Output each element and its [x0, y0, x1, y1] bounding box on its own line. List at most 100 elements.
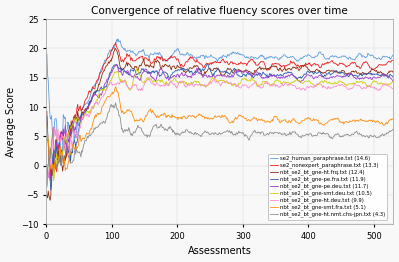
nbt_se2_bt_gne-ht.deu.txt (9.9)	[309, 85, 314, 89]
Title: Convergence of relative fluency scores over time: Convergence of relative fluency scores o…	[91, 6, 348, 15]
nbt_se2_bt_gne-ht.deu.txt (9.9)	[116, 82, 121, 85]
X-axis label: Assessments: Assessments	[188, 247, 252, 256]
nbt_se2_bt_gne-smt.deu.txt (10.5)	[196, 81, 201, 84]
nbt_se2_bt_gne-pe.deu.txt (11.7)	[107, 76, 112, 79]
Line: se2_human_paraphrase.txt (14.6): se2_human_paraphrase.txt (14.6)	[47, 39, 393, 153]
se2_human_paraphrase.txt (14.6)	[267, 55, 271, 58]
se2_human_paraphrase.txt (14.6)	[375, 58, 379, 61]
nbt_se2_bt_gne-smt.deu.txt (10.5)	[391, 79, 396, 83]
nbt_se2_bt_gne-smt.fra.txt (5.1)	[267, 121, 271, 124]
se2_nonexpert_paraphrase.txt (13.3)	[375, 66, 379, 69]
nbt_se2_bt_gne-pe.deu.txt (11.7)	[391, 80, 396, 84]
Line: nbt_se2_bt_gne-smt.deu.txt (10.5): nbt_se2_bt_gne-smt.deu.txt (10.5)	[47, 68, 393, 181]
nbt_se2_bt_gne-ht.deu.txt (9.9)	[106, 83, 111, 86]
nbt_se2_bt_gne-ht.deu.txt (9.9)	[45, 186, 49, 189]
se2_nonexpert_paraphrase.txt (13.3)	[48, 179, 53, 182]
nbt_se2_bt_gne-pe.fra.txt (11.9)	[310, 71, 314, 74]
nbt_se2_bt_gne-smt.fra.txt (5.1)	[52, 170, 57, 173]
nbt_se2_bt_gne-ht.nmt.chs-jpn.txt (4.3)	[391, 127, 396, 130]
nbt_se2_bt_gne-ht.frq.txt (12.4)	[375, 70, 379, 73]
nbt_se2_bt_gne-pe.fra.txt (11.9)	[375, 72, 379, 75]
nbt_se2_bt_gne-smt.deu.txt (10.5)	[135, 66, 140, 69]
Line: nbt_se2_bt_gne-ht.deu.txt (9.9): nbt_se2_bt_gne-ht.deu.txt (9.9)	[47, 78, 393, 187]
nbt_se2_bt_gne-pe.deu.txt (11.7)	[267, 75, 271, 78]
se2_human_paraphrase.txt (14.6)	[196, 55, 201, 58]
nbt_se2_bt_gne-smt.fra.txt (5.1)	[310, 119, 314, 122]
nbt_se2_bt_gne-ht.nmt.chs-jpn.txt (4.3)	[106, 110, 111, 113]
nbt_se2_bt_gne-ht.frq.txt (12.4)	[391, 72, 396, 75]
nbt_se2_bt_gne-pe.deu.txt (11.7)	[117, 70, 122, 73]
Line: nbt_se2_bt_gne-ht.frq.txt (12.4): nbt_se2_bt_gne-ht.frq.txt (12.4)	[47, 48, 393, 200]
nbt_se2_bt_gne-ht.frq.txt (12.4)	[196, 68, 201, 71]
Line: nbt_se2_bt_gne-pe.fra.txt (11.9): nbt_se2_bt_gne-pe.fra.txt (11.9)	[47, 64, 393, 190]
se2_nonexpert_paraphrase.txt (13.3)	[391, 59, 396, 62]
nbt_se2_bt_gne-ht.nmt.chs-jpn.txt (4.3)	[309, 134, 314, 137]
se2_human_paraphrase.txt (14.6)	[391, 53, 396, 56]
se2_nonexpert_paraphrase.txt (13.3)	[310, 63, 314, 66]
se2_human_paraphrase.txt (14.6)	[310, 56, 314, 59]
nbt_se2_bt_gne-smt.fra.txt (5.1)	[45, 124, 49, 127]
nbt_se2_bt_gne-ht.frq.txt (12.4)	[48, 199, 53, 202]
Line: nbt_se2_bt_gne-pe.deu.txt (11.7): nbt_se2_bt_gne-pe.deu.txt (11.7)	[47, 64, 393, 178]
se2_nonexpert_paraphrase.txt (13.3)	[196, 61, 201, 64]
se2_human_paraphrase.txt (14.6)	[116, 37, 121, 41]
nbt_se2_bt_gne-ht.frq.txt (12.4)	[113, 47, 117, 50]
nbt_se2_bt_gne-ht.nmt.chs-jpn.txt (4.3)	[117, 114, 121, 117]
nbt_se2_bt_gne-smt.fra.txt (5.1)	[113, 85, 118, 88]
nbt_se2_bt_gne-pe.deu.txt (11.7)	[45, 163, 49, 166]
nbt_se2_bt_gne-pe.deu.txt (11.7)	[375, 76, 379, 79]
nbt_se2_bt_gne-pe.fra.txt (11.9)	[107, 74, 112, 77]
nbt_se2_bt_gne-smt.deu.txt (10.5)	[117, 76, 121, 79]
nbt_se2_bt_gne-ht.deu.txt (9.9)	[391, 86, 396, 90]
nbt_se2_bt_gne-smt.deu.txt (10.5)	[45, 139, 49, 142]
se2_human_paraphrase.txt (14.6)	[58, 152, 63, 155]
se2_human_paraphrase.txt (14.6)	[45, 53, 49, 56]
nbt_se2_bt_gne-smt.deu.txt (10.5)	[375, 81, 379, 84]
nbt_se2_bt_gne-pe.fra.txt (11.9)	[48, 188, 53, 192]
nbt_se2_bt_gne-smt.fra.txt (5.1)	[196, 112, 201, 116]
se2_nonexpert_paraphrase.txt (13.3)	[267, 68, 271, 72]
nbt_se2_bt_gne-ht.nmt.chs-jpn.txt (4.3)	[266, 133, 271, 136]
Line: nbt_se2_bt_gne-ht.nmt.chs-jpn.txt (4.3): nbt_se2_bt_gne-ht.nmt.chs-jpn.txt (4.3)	[47, 103, 393, 185]
nbt_se2_bt_gne-smt.fra.txt (5.1)	[391, 117, 396, 121]
nbt_se2_bt_gne-ht.nmt.chs-jpn.txt (4.3)	[196, 133, 201, 136]
nbt_se2_bt_gne-pe.fra.txt (11.9)	[205, 63, 210, 66]
nbt_se2_bt_gne-ht.frq.txt (12.4)	[310, 70, 314, 73]
se2_nonexpert_paraphrase.txt (13.3)	[117, 54, 122, 57]
nbt_se2_bt_gne-ht.deu.txt (9.9)	[266, 82, 271, 85]
nbt_se2_bt_gne-ht.nmt.chs-jpn.txt (4.3)	[374, 136, 379, 139]
nbt_se2_bt_gne-smt.deu.txt (10.5)	[310, 82, 314, 85]
se2_human_paraphrase.txt (14.6)	[117, 40, 122, 43]
Line: se2_nonexpert_paraphrase.txt (13.3): se2_nonexpert_paraphrase.txt (13.3)	[47, 42, 393, 180]
nbt_se2_bt_gne-ht.frq.txt (12.4)	[107, 62, 112, 65]
se2_nonexpert_paraphrase.txt (13.3)	[113, 41, 118, 44]
nbt_se2_bt_gne-smt.deu.txt (10.5)	[51, 179, 56, 182]
nbt_se2_bt_gne-ht.frq.txt (12.4)	[45, 194, 49, 197]
nbt_se2_bt_gne-ht.deu.txt (9.9)	[147, 76, 152, 79]
Y-axis label: Average Score: Average Score	[6, 87, 16, 157]
nbt_se2_bt_gne-ht.nmt.chs-jpn.txt (4.3)	[45, 184, 49, 187]
se2_nonexpert_paraphrase.txt (13.3)	[107, 56, 112, 59]
se2_human_paraphrase.txt (14.6)	[107, 50, 112, 53]
nbt_se2_bt_gne-smt.deu.txt (10.5)	[107, 82, 112, 85]
nbt_se2_bt_gne-pe.deu.txt (11.7)	[196, 72, 201, 75]
nbt_se2_bt_gne-ht.deu.txt (9.9)	[196, 83, 201, 86]
nbt_se2_bt_gne-ht.frq.txt (12.4)	[267, 67, 271, 70]
Legend: se2_human_paraphrase.txt (14.6), se2_nonexpert_paraphrase.txt (13.3), nbt_se2_bt: se2_human_paraphrase.txt (14.6), se2_non…	[269, 154, 387, 220]
nbt_se2_bt_gne-smt.deu.txt (10.5)	[267, 82, 271, 85]
nbt_se2_bt_gne-ht.nmt.chs-jpn.txt (4.3)	[113, 101, 118, 104]
nbt_se2_bt_gne-pe.deu.txt (11.7)	[46, 176, 51, 179]
Line: nbt_se2_bt_gne-smt.fra.txt (5.1): nbt_se2_bt_gne-smt.fra.txt (5.1)	[47, 86, 393, 171]
nbt_se2_bt_gne-smt.fra.txt (5.1)	[107, 95, 112, 98]
nbt_se2_bt_gne-ht.frq.txt (12.4)	[117, 63, 122, 66]
nbt_se2_bt_gne-smt.fra.txt (5.1)	[117, 100, 122, 103]
nbt_se2_bt_gne-pe.fra.txt (11.9)	[391, 75, 396, 78]
nbt_se2_bt_gne-pe.deu.txt (11.7)	[310, 75, 314, 78]
se2_nonexpert_paraphrase.txt (13.3)	[45, 110, 49, 113]
nbt_se2_bt_gne-smt.fra.txt (5.1)	[375, 119, 379, 122]
nbt_se2_bt_gne-pe.fra.txt (11.9)	[45, 115, 49, 118]
nbt_se2_bt_gne-pe.fra.txt (11.9)	[267, 74, 271, 78]
nbt_se2_bt_gne-pe.deu.txt (11.7)	[114, 63, 119, 66]
nbt_se2_bt_gne-ht.deu.txt (9.9)	[374, 87, 379, 90]
nbt_se2_bt_gne-pe.fra.txt (11.9)	[117, 67, 121, 70]
